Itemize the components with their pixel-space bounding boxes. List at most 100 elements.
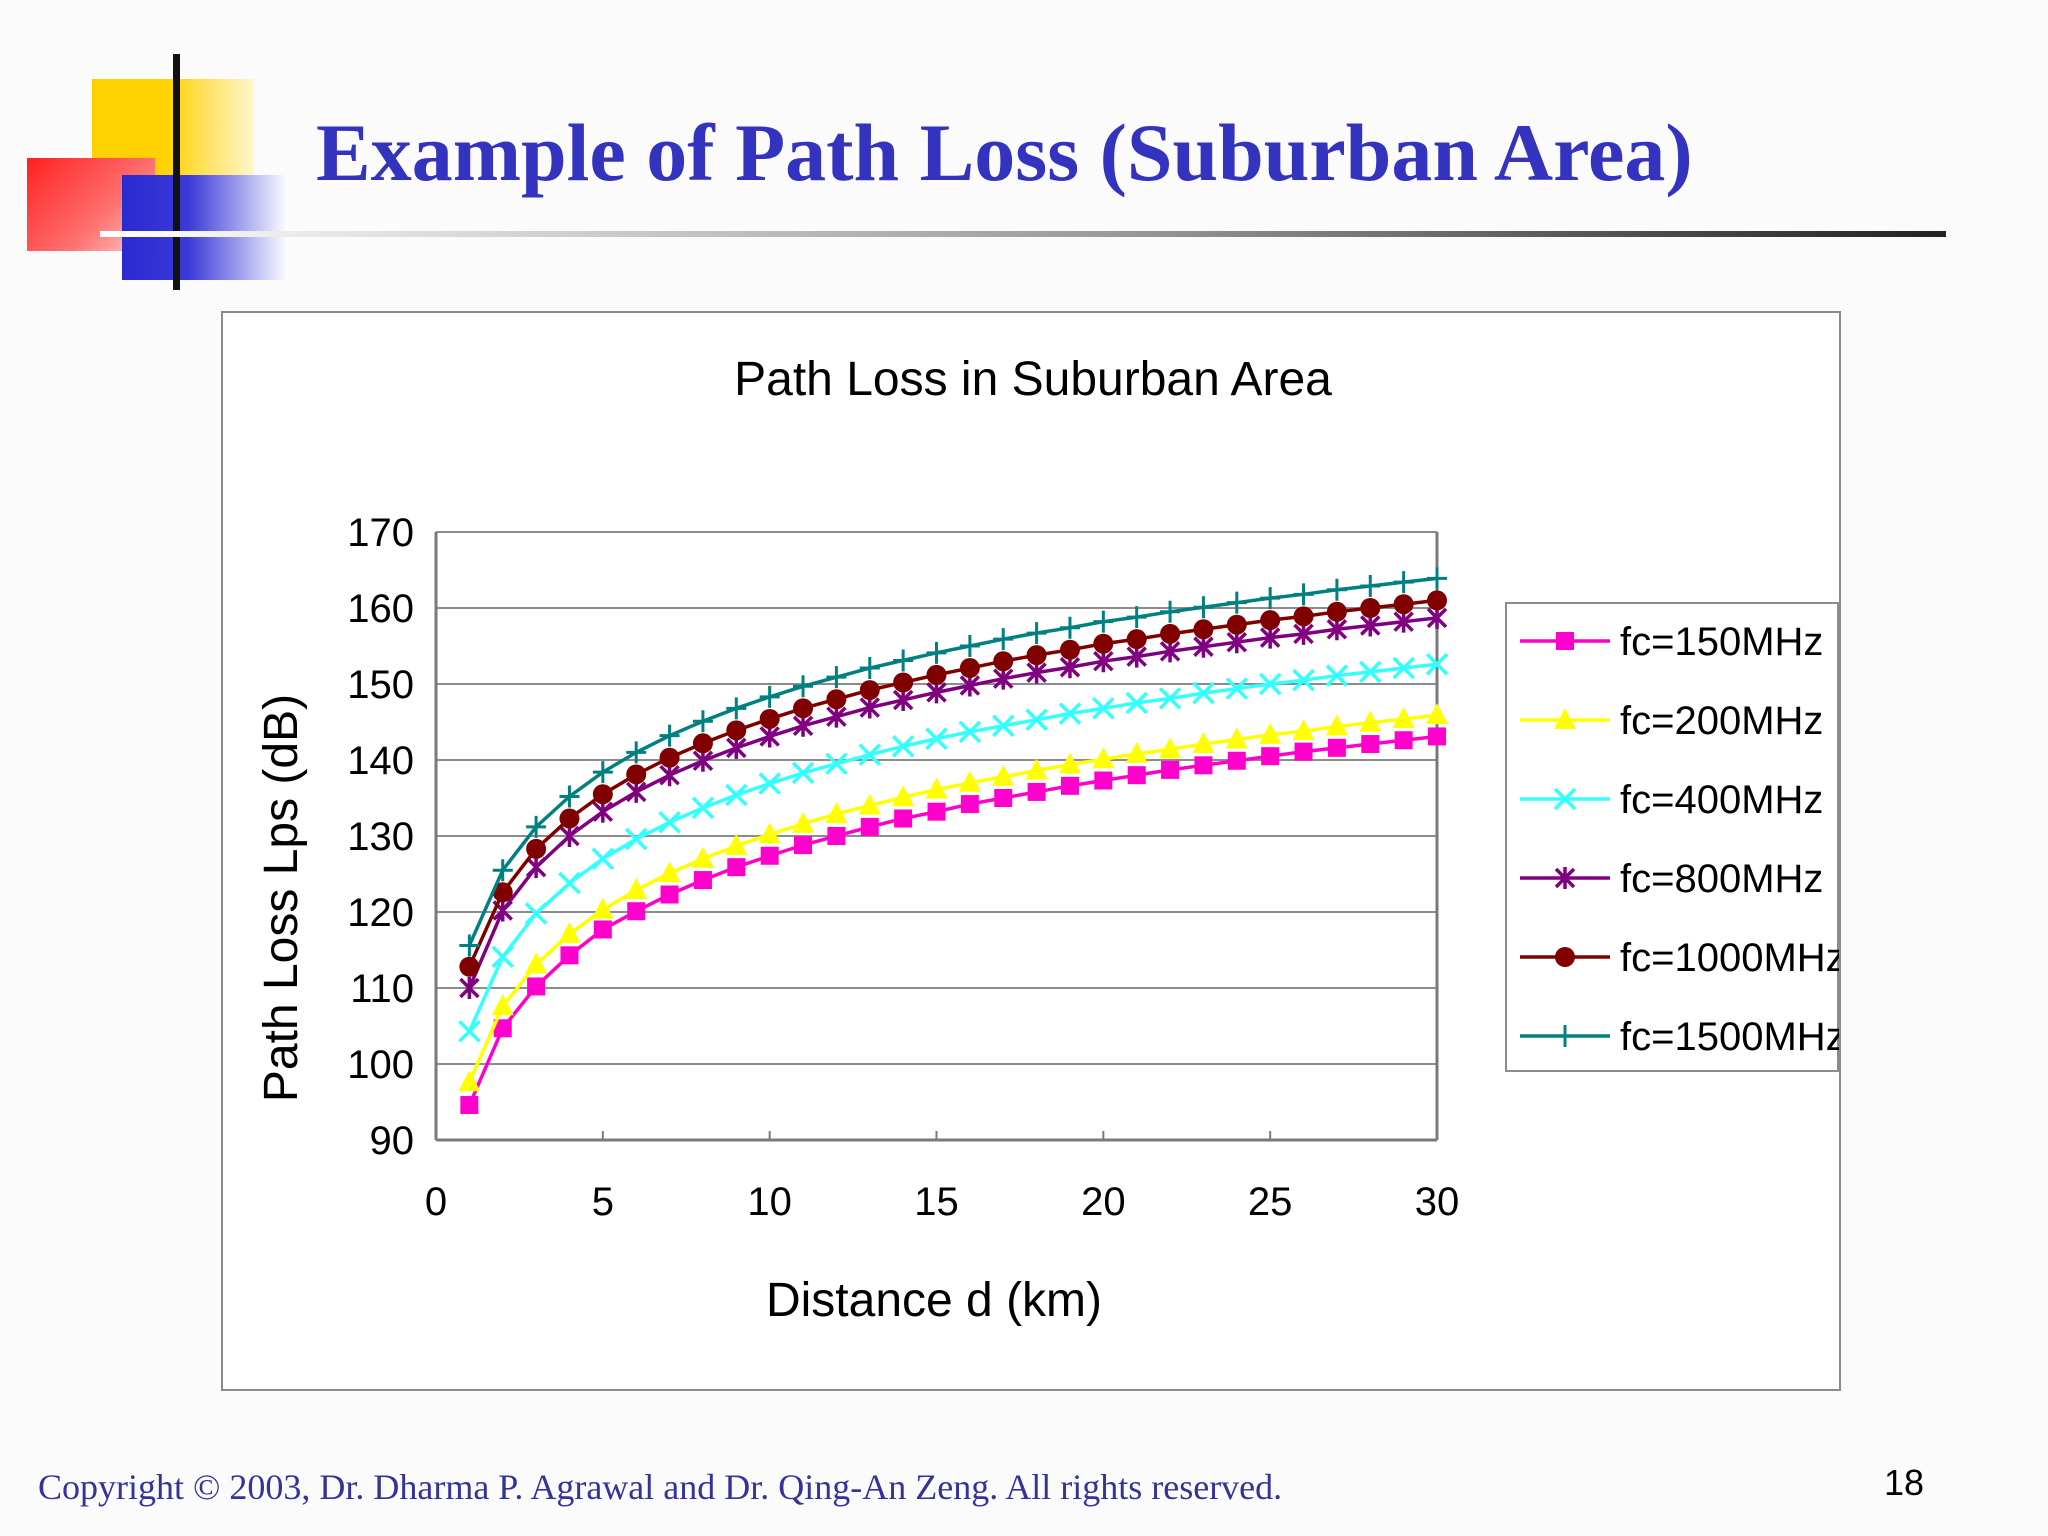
data-point	[458, 1020, 481, 1043]
legend-box	[1505, 602, 1839, 1072]
data-point	[492, 882, 513, 903]
data-point	[1293, 583, 1314, 606]
copyright-notice: Copyright © 2003, Dr. Dharma P. Agrawal …	[38, 1467, 1283, 1507]
y-tick-label: 130	[347, 815, 414, 859]
x-tick-label: 15	[914, 1180, 959, 1224]
y-tick-label: 120	[347, 891, 414, 935]
data-point	[626, 741, 647, 764]
data-point	[1193, 619, 1214, 640]
data-point	[659, 764, 680, 787]
data-point	[460, 1096, 479, 1115]
chart-title: Path Loss in Suburban Area	[734, 353, 1332, 406]
data-point	[692, 733, 713, 754]
data-point	[1258, 672, 1282, 696]
data-point	[691, 796, 715, 820]
data-point	[1359, 710, 1382, 732]
data-point	[793, 698, 814, 719]
data-point	[827, 827, 846, 845]
data-point	[1325, 714, 1348, 736]
x-tick-label: 25	[1248, 1180, 1293, 1224]
decorative-vertical-rule	[173, 54, 180, 290]
data-point	[1293, 622, 1314, 645]
data-point	[1125, 741, 1148, 763]
data-point	[825, 752, 848, 776]
data-point	[1194, 756, 1213, 775]
x-axis-label: Distance d (km)	[766, 1274, 1102, 1327]
data-point	[592, 800, 614, 823]
data-point	[858, 793, 881, 815]
data-point	[492, 859, 513, 882]
data-point	[1292, 668, 1315, 692]
data-point	[792, 811, 815, 833]
y-tick-label: 150	[347, 663, 414, 707]
legend-marker	[1553, 787, 1577, 811]
data-point	[1025, 758, 1048, 780]
data-point	[1060, 776, 1079, 795]
data-point	[826, 705, 847, 728]
data-point	[1425, 653, 1449, 676]
data-point	[994, 789, 1013, 807]
data-point	[1058, 752, 1081, 774]
data-point	[992, 667, 1014, 690]
data-point	[1193, 635, 1214, 658]
data-point	[527, 977, 546, 996]
legend-marker	[1555, 947, 1575, 967]
data-point	[826, 689, 847, 710]
data-point	[692, 710, 713, 733]
data-point	[892, 785, 915, 807]
data-point	[526, 815, 547, 838]
data-point	[725, 833, 748, 855]
path-loss-chart: Path Loss in Suburban Area 9010011012013…	[255, 353, 1839, 1327]
data-point	[1026, 645, 1047, 666]
y-axis-label: Path Loss Lps (dB)	[255, 694, 308, 1102]
data-point	[993, 651, 1014, 672]
data-point	[1225, 677, 1249, 700]
data-point	[1058, 702, 1082, 725]
data-point	[892, 688, 914, 711]
data-point	[1059, 656, 1081, 679]
data-point	[959, 635, 980, 657]
data-point	[1393, 571, 1414, 594]
x-tick-label: 5	[592, 1180, 614, 1224]
data-point	[658, 811, 681, 834]
data-point	[959, 658, 980, 679]
data-point	[894, 809, 913, 828]
data-point	[858, 743, 882, 766]
data-point	[925, 777, 948, 799]
data-point	[1192, 681, 1215, 705]
data-point	[891, 735, 915, 758]
data-point	[592, 784, 613, 805]
data-point	[459, 977, 480, 999]
data-point	[1394, 731, 1413, 750]
data-point	[1192, 732, 1215, 754]
data-point	[725, 783, 748, 807]
data-point	[560, 946, 579, 965]
data-point	[525, 952, 548, 974]
data-point	[759, 708, 780, 729]
data-point	[1393, 610, 1414, 633]
data-point	[1059, 639, 1080, 660]
data-point	[1325, 664, 1349, 687]
data-point	[760, 846, 779, 865]
data-point	[1226, 614, 1247, 635]
data-point	[1427, 567, 1447, 590]
data-point	[992, 764, 1015, 786]
data-point	[1227, 751, 1246, 770]
data-point	[1125, 691, 1148, 715]
data-point	[1260, 587, 1281, 610]
data-point	[1193, 596, 1214, 619]
data-point	[893, 649, 914, 672]
data-point	[658, 861, 681, 883]
data-point	[758, 772, 781, 795]
data-point	[860, 817, 879, 836]
y-tick-label: 100	[347, 1043, 414, 1087]
data-point	[1127, 766, 1146, 785]
data-point	[1094, 771, 1113, 790]
data-point	[993, 628, 1014, 651]
data-point	[458, 1070, 481, 1092]
data-point	[726, 697, 747, 720]
y-tick-label: 140	[347, 739, 414, 783]
data-point	[726, 736, 747, 759]
data-point	[826, 666, 847, 689]
data-point	[1392, 656, 1415, 680]
